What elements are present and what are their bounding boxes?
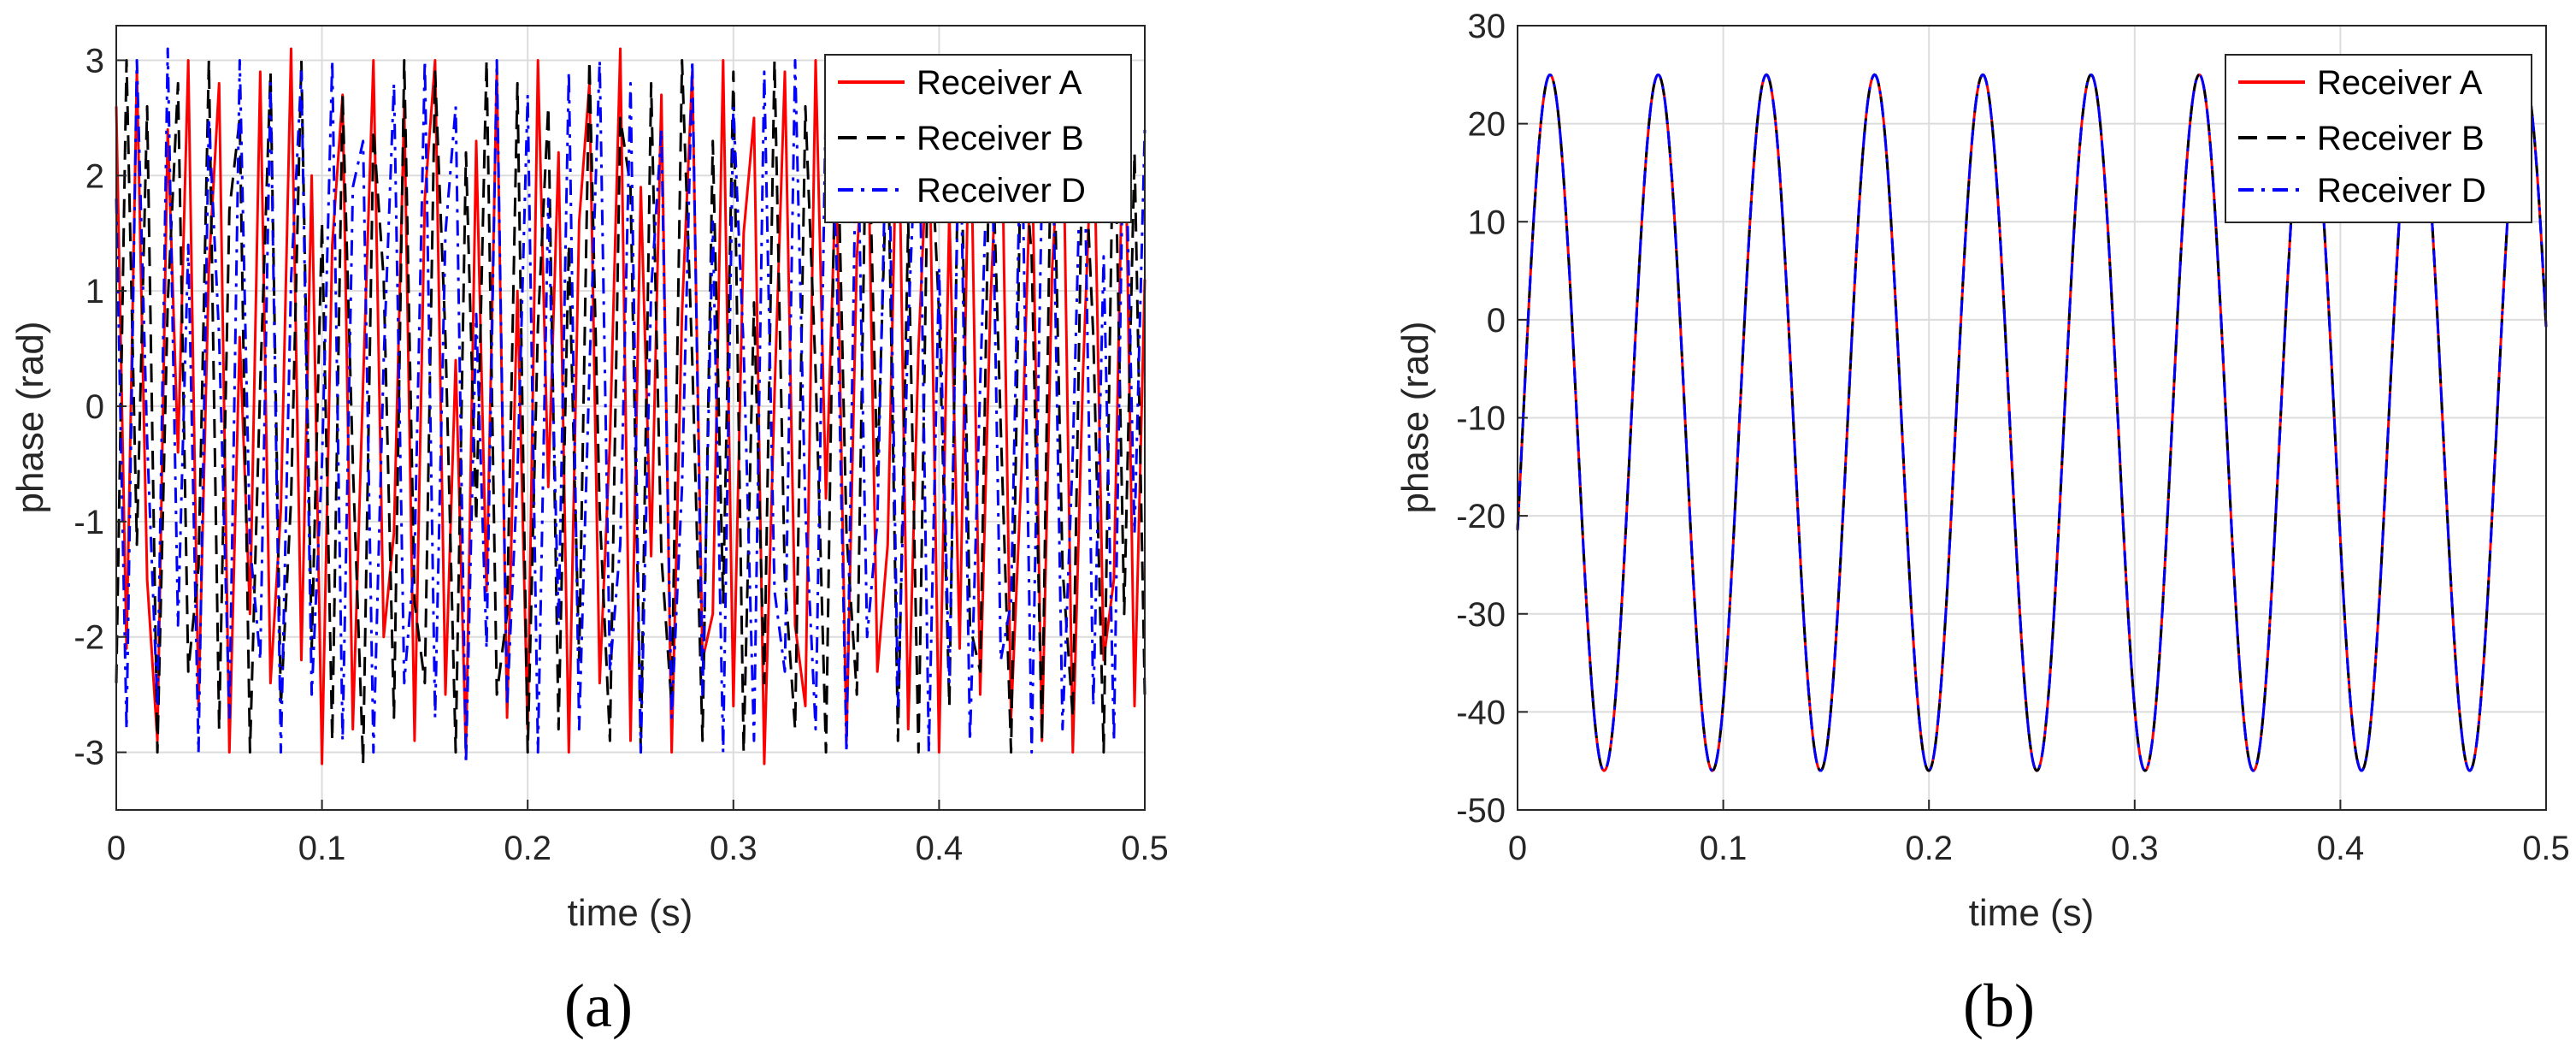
panel-b-y-tick-label: 30: [1468, 8, 1506, 45]
panel-a-ticks: 0 0.1 0.2 0.3 0.4 0.5 -3 -2 -1 0 1 2 3: [74, 42, 1168, 867]
panel-b-y-tick-label: 0: [1487, 302, 1506, 340]
panel-a-y-tick-label: 3: [85, 42, 104, 80]
panel-b-legend-label-receiver-b: Receiver B: [2317, 120, 2485, 157]
panel-a-legend-label-receiver-a: Receiver A: [917, 64, 1082, 102]
panel-b-x-tick-label: 0: [1508, 830, 1527, 867]
panel-a-y-tick-label: -3: [74, 735, 104, 772]
panel-b-x-tick-label: 0.3: [2111, 830, 2159, 867]
panel-a-series: [115, 47, 1147, 765]
panel-b-x-tick-label: 0.5: [2522, 830, 2570, 867]
panel-b-y-tick-label: -10: [1456, 400, 1506, 438]
panel-b-legend-label-receiver-d: Receiver D: [2317, 172, 2486, 210]
panel-b-series: [1516, 73, 2548, 772]
panel-a-x-tick-label: 0.4: [916, 830, 964, 867]
panel-a-label: (a): [564, 972, 633, 1040]
panel-b-legend-label-receiver-a: Receiver A: [2317, 64, 2483, 102]
panel-a-x-axis-label: time (s): [568, 892, 693, 934]
panel-a-series-receiver-d: [115, 47, 1147, 765]
panel-b-y-tick-label: 10: [1468, 204, 1506, 241]
panel-a-legend-label-receiver-d: Receiver D: [917, 172, 1086, 210]
panel-a-x-tick-label: 0.1: [298, 830, 346, 867]
panel-a-x-tick-label: 0.2: [504, 830, 551, 867]
panel-a-x-tick-label: 0.3: [710, 830, 757, 867]
panel-b-x-tick-label: 0.1: [1700, 830, 1748, 867]
panel-a-y-tick-label: 0: [85, 388, 104, 426]
panel-a-y-tick-label: 2: [85, 157, 104, 195]
panel-b-y-axis-label: phase (rad): [1394, 321, 1436, 513]
panel-a-x-tick-label: 0: [107, 830, 126, 867]
panel-b-y-tick-label: -30: [1456, 596, 1506, 634]
panel-b-y-tick-label: 20: [1468, 106, 1506, 144]
panel-b-chart: 0 0.1 0.2 0.3 0.4 0.5 -50 -40 -30 -20 -10 0 10 20 30 t…: [1394, 8, 2570, 1040]
panel-a-axes-box: [115, 25, 1146, 811]
panel-b-legend: Receiver A Receiver B Receiver D: [2225, 54, 2532, 223]
panel-a-x-tick-label: 0.5: [1121, 830, 1169, 867]
panel-b-x-tick-label: 0.2: [1905, 830, 1953, 867]
panel-a-y-tick-label: -2: [74, 619, 104, 657]
panel-b-x-tick-label: 0.4: [2317, 830, 2365, 867]
panel-a-chart: 0 0.1 0.2 0.3 0.4 0.5 -3 -2 -1 0 1 2 3 time (s) phas…: [9, 25, 1169, 1040]
panel-a-legend-label-receiver-b: Receiver B: [917, 120, 1084, 157]
panel-b-x-axis-label: time (s): [1969, 892, 2095, 934]
panel-b-y-tick-label: -40: [1456, 694, 1506, 731]
panel-a-y-tick-label: 1: [85, 273, 104, 310]
panel-b-series-receiver-d: [1516, 73, 2548, 772]
panel-b-ticks: 0 0.1 0.2 0.3 0.4 0.5 -50 -40 -30 -20 -10 0 10 20 30: [1456, 8, 2570, 867]
panel-a-legend: Receiver A Receiver B Receiver D: [824, 54, 1132, 223]
panel-a-y-tick-label: -1: [74, 504, 104, 541]
panel-a-series-receiver-b: [115, 59, 1147, 765]
panel-b-y-tick-label: -50: [1456, 792, 1506, 830]
panel-a-series-receiver-a: [115, 47, 1147, 765]
panel-b-y-tick-label: -20: [1456, 498, 1506, 535]
panel-a-y-axis-label: phase (rad): [9, 321, 51, 513]
panel-b-label: (b): [1963, 972, 2035, 1040]
